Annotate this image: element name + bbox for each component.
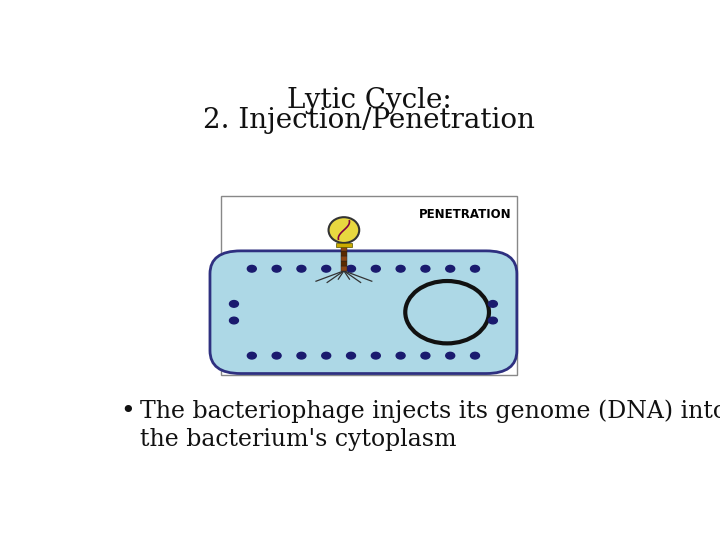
Circle shape [372, 266, 380, 272]
Circle shape [322, 352, 330, 359]
Text: 2. Injection/Penetration: 2. Injection/Penetration [203, 107, 535, 134]
Circle shape [471, 352, 480, 359]
FancyBboxPatch shape [221, 196, 517, 375]
Circle shape [471, 266, 480, 272]
Text: Lytic Cycle:: Lytic Cycle: [287, 86, 451, 113]
Bar [341, 256, 347, 261]
Circle shape [421, 266, 430, 272]
Ellipse shape [328, 217, 359, 243]
Circle shape [248, 266, 256, 272]
Circle shape [248, 352, 256, 359]
Circle shape [405, 281, 489, 343]
Text: •: • [121, 400, 135, 422]
Circle shape [488, 301, 498, 307]
Circle shape [396, 352, 405, 359]
Circle shape [297, 352, 306, 359]
Circle shape [346, 352, 356, 359]
Circle shape [322, 266, 330, 272]
Bar [341, 251, 347, 256]
Bar [341, 266, 347, 271]
Circle shape [488, 317, 498, 324]
Circle shape [396, 266, 405, 272]
Text: PENETRATION: PENETRATION [418, 208, 511, 221]
Text: the bacterium's cytoplasm: the bacterium's cytoplasm [140, 428, 456, 451]
Circle shape [372, 352, 380, 359]
Circle shape [346, 266, 356, 272]
Circle shape [297, 266, 306, 272]
Bar [341, 261, 347, 266]
Text: The bacteriophage injects its genome (DNA) into: The bacteriophage injects its genome (DN… [140, 400, 720, 423]
FancyBboxPatch shape [210, 251, 517, 374]
Circle shape [446, 266, 455, 272]
Circle shape [230, 317, 238, 324]
Circle shape [446, 352, 455, 359]
Circle shape [230, 301, 238, 307]
Circle shape [272, 266, 281, 272]
Circle shape [421, 352, 430, 359]
Circle shape [272, 352, 281, 359]
Bar [336, 243, 351, 247]
Bar [341, 246, 347, 251]
